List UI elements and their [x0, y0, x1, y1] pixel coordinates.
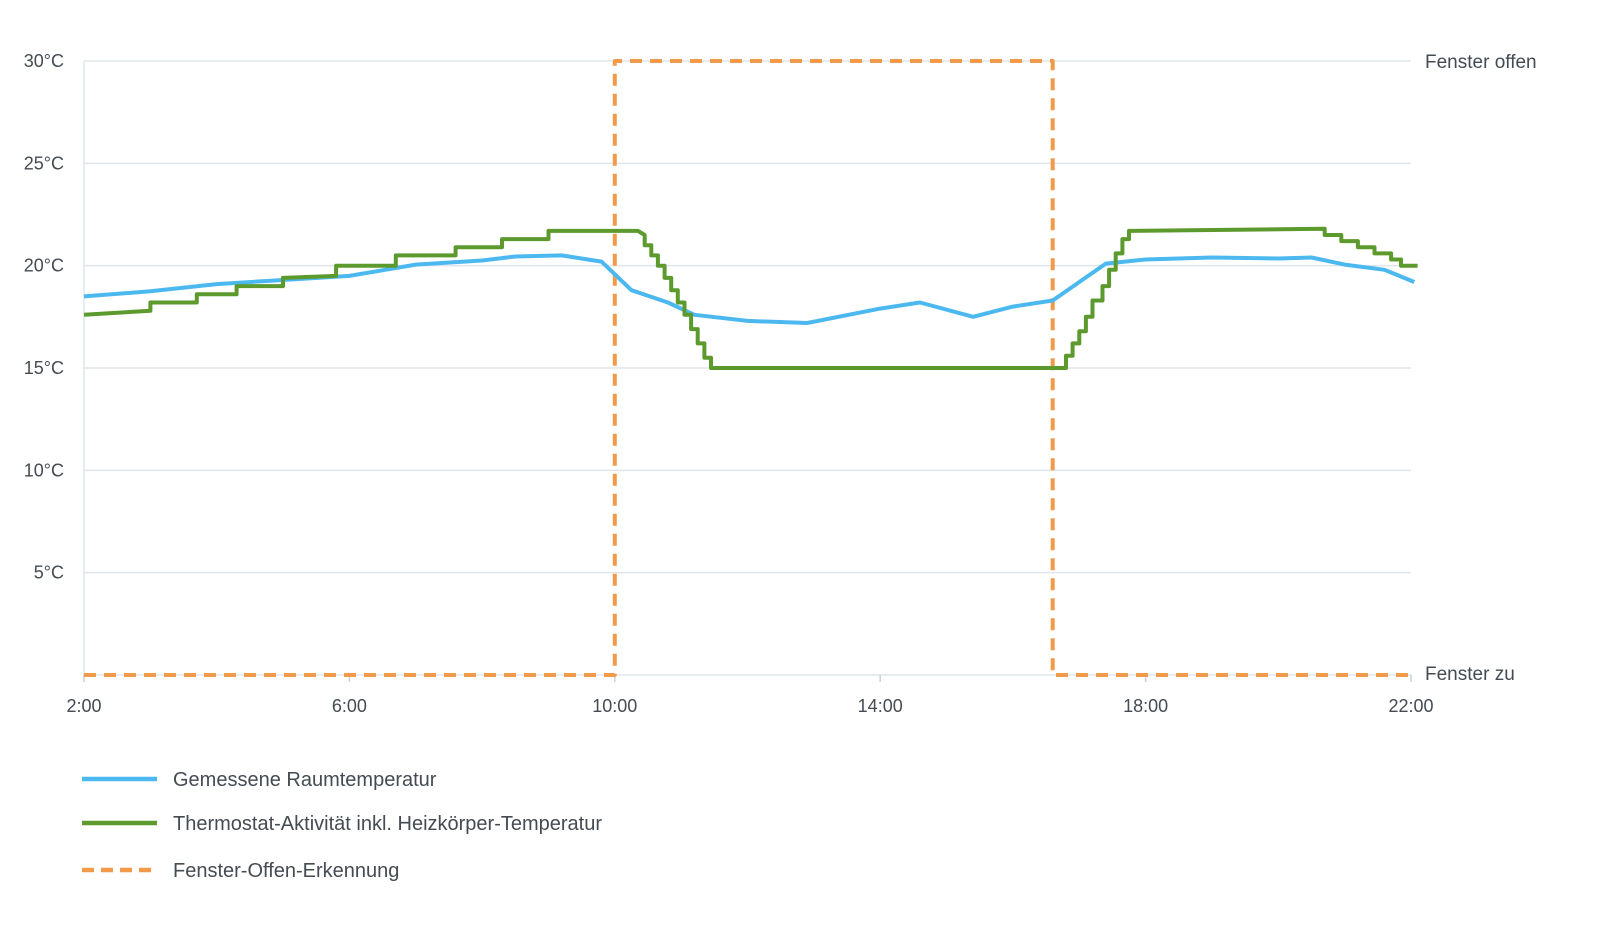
y-tick-label: 5°C [34, 563, 64, 583]
y-tick-label: 20°C [24, 256, 64, 276]
y-tick-label: 30°C [24, 51, 64, 71]
legend-label: Gemessene Raumtemperatur [173, 769, 437, 791]
x-tick-label: 18:00 [1123, 696, 1168, 716]
series-lines [83, 59, 1418, 677]
x-tick-label: 2:00 [66, 696, 101, 716]
y-tick-label: 10°C [24, 460, 64, 480]
series-line-room-temperature [83, 253, 1416, 325]
axes [83, 61, 1412, 682]
legend-label: Thermostat-Aktivität inkl. Heizkörper-Te… [173, 813, 602, 835]
y-tick-label: 25°C [24, 153, 64, 173]
x-tick-label: 10:00 [592, 696, 637, 716]
series-line-thermostat [83, 226, 1418, 370]
x-tick-label: 6:00 [332, 696, 367, 716]
series-line-window-open-detection [84, 59, 1415, 677]
legend: Gemessene Raumtemperatur Thermostat-Aktiv… [82, 769, 602, 882]
right-label-window-open: Fenster offen [1425, 52, 1537, 73]
x-tick-label: 14:00 [858, 696, 903, 716]
y-tick-label: 15°C [24, 358, 64, 378]
right-label-window-closed: Fenster zu [1425, 664, 1515, 685]
grid [84, 60, 1411, 574]
x-tick-label: 22:00 [1388, 696, 1433, 716]
legend-label: Fenster-Offen-Erkennung [173, 860, 399, 882]
axis-labels: 5°C 10°C 15°C 20°C 25°C 30°C 2:00 6:00 10:00 14:0… [24, 51, 1537, 716]
